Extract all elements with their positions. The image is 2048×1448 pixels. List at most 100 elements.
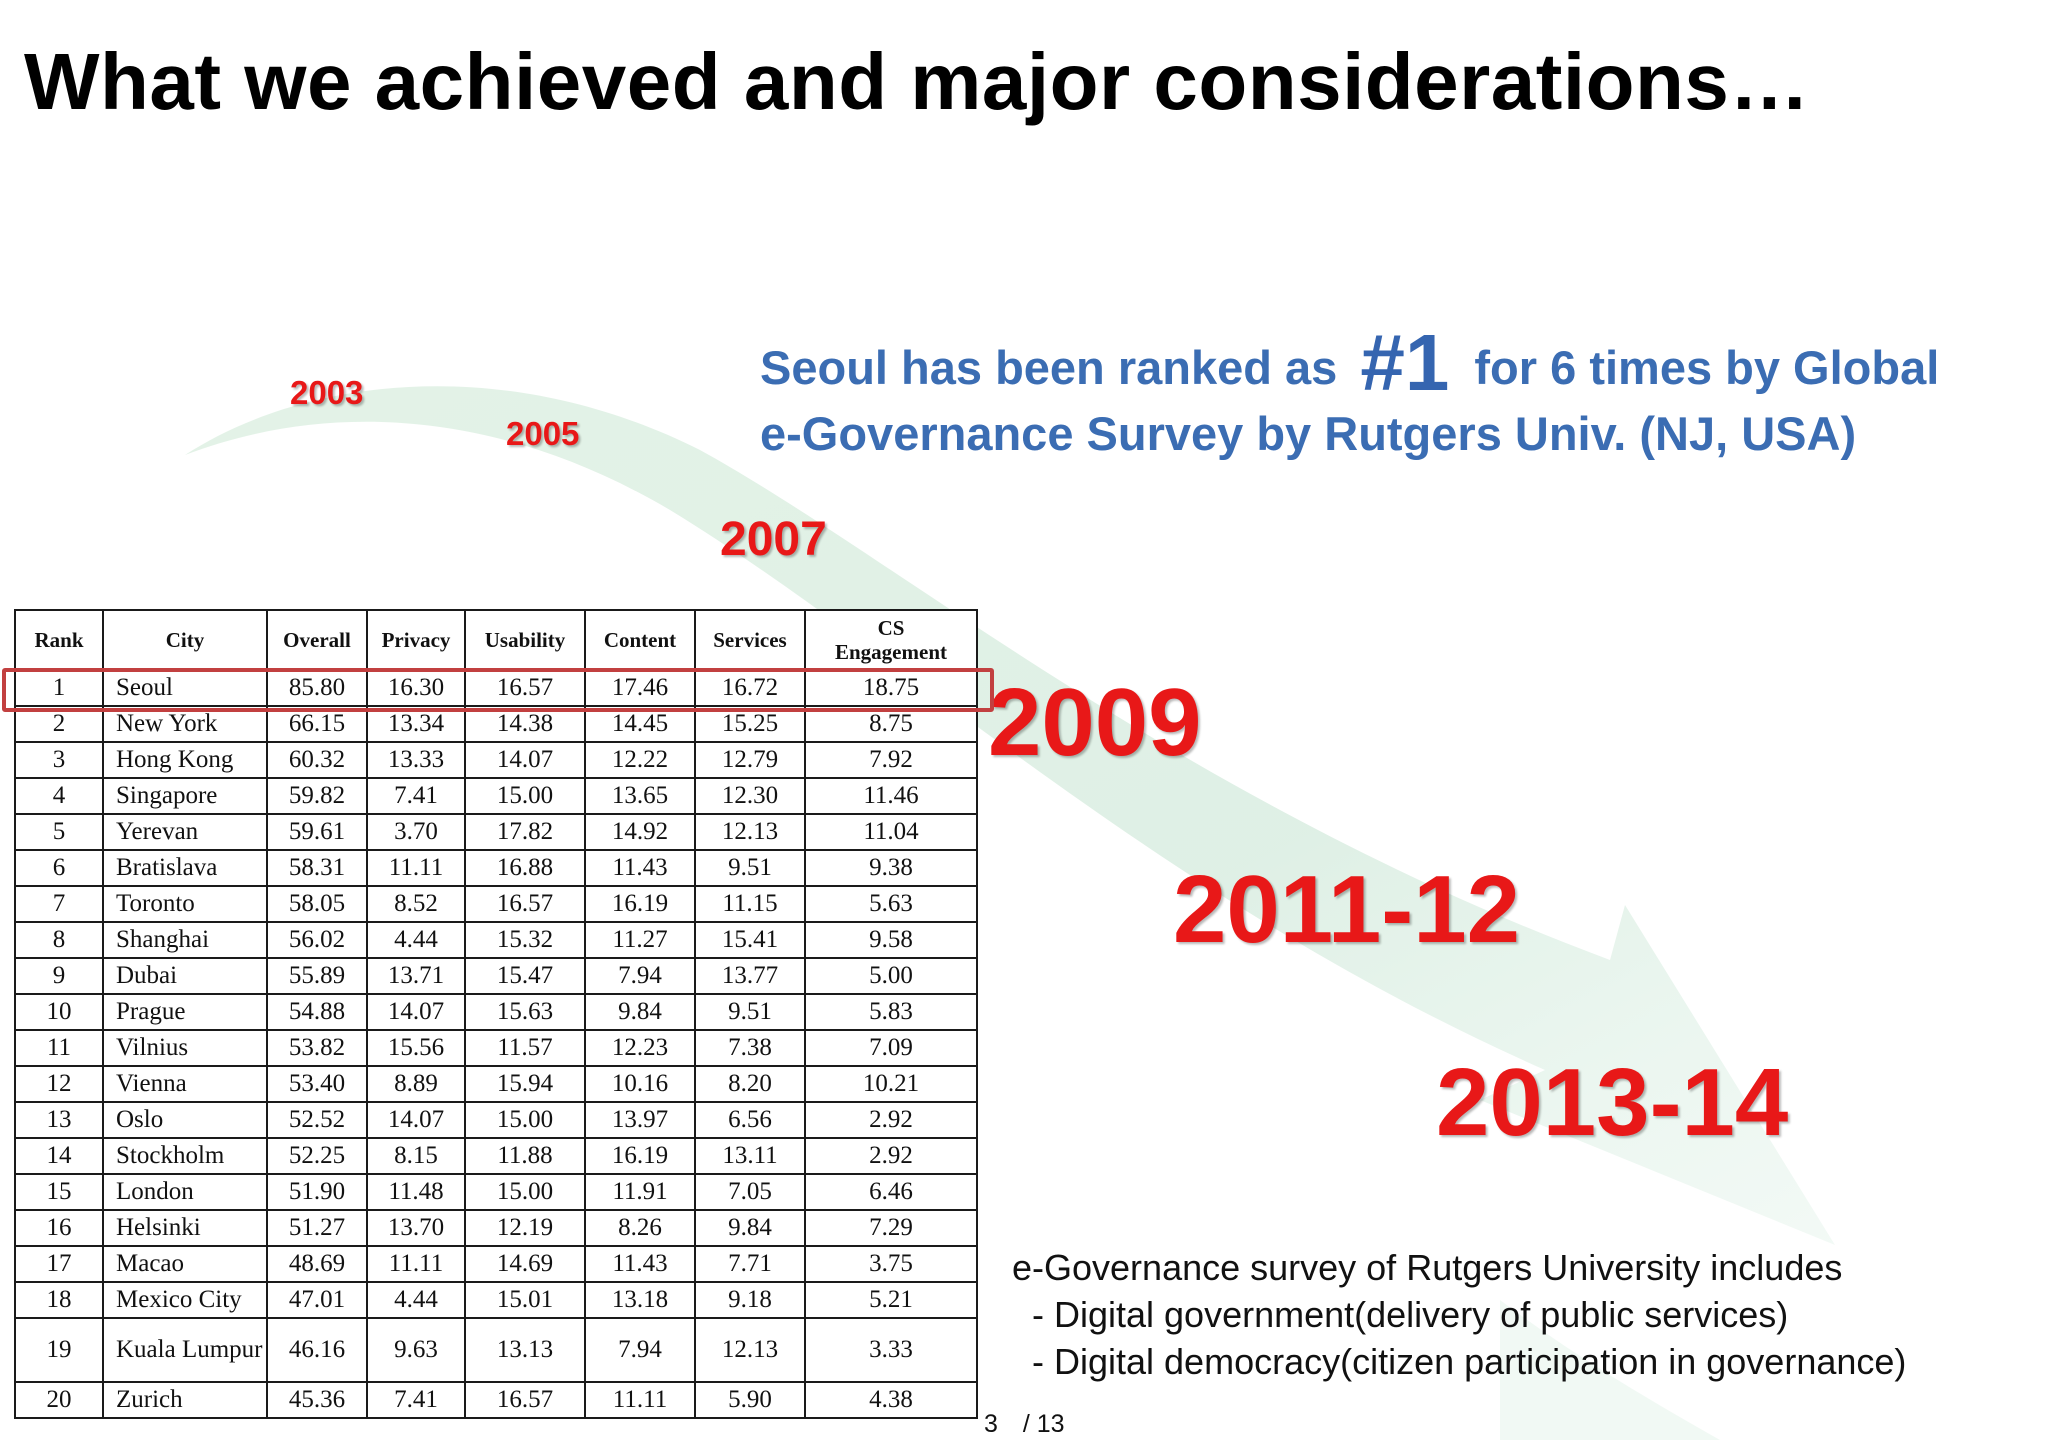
table-cell: 60.32	[266, 741, 368, 779]
table-cell: 14.69	[464, 1245, 586, 1283]
table-cell: 11.11	[584, 1381, 696, 1419]
table-cell: 4	[14, 777, 104, 815]
table-cell: 12.13	[694, 1317, 806, 1383]
table-row: 7 Toronto 58.05 8.52 16.57 16.19 11.15 5.63	[14, 885, 978, 923]
table-cell: 53.82	[266, 1029, 368, 1067]
table-cell: 14	[14, 1137, 104, 1175]
year-2009: 2009	[988, 669, 1202, 776]
table-cell: 51.90	[266, 1173, 368, 1211]
table-cell: 4.38	[804, 1381, 978, 1419]
table-cell: Kuala Lumpur	[102, 1317, 268, 1383]
table-cell: 9.51	[694, 849, 806, 887]
table-cell: 6.46	[804, 1173, 978, 1211]
column-header: CS Engagement	[804, 609, 978, 671]
table-cell: 18.75	[804, 669, 978, 707]
page-indicator: 3 / 13	[984, 1410, 1065, 1439]
note-line: - Digital democracy(citizen participatio…	[1012, 1341, 1907, 1382]
headline: Seoul has been ranked as #1 for 6 times …	[760, 323, 1939, 467]
table-cell: 3.33	[804, 1317, 978, 1383]
table-cell: 13.13	[464, 1317, 586, 1383]
table-cell: 15.56	[366, 1029, 466, 1067]
column-header: Content	[584, 609, 696, 671]
table-cell: 13.65	[584, 777, 696, 815]
table-row: 6 Bratislava 58.31 11.11 16.88 11.43 9.51 9.38	[14, 849, 978, 887]
table-cell: 13.97	[584, 1101, 696, 1139]
table-cell: 14.07	[366, 993, 466, 1031]
table-cell: 3.70	[366, 813, 466, 851]
table-cell: 20	[14, 1381, 104, 1419]
table-cell: 16.19	[584, 1137, 696, 1175]
table-cell: 12.79	[694, 741, 806, 779]
table-row: 8 Shanghai 56.02 4.44 15.32 11.27 15.41 9.58	[14, 921, 978, 959]
table-cell: Vienna	[102, 1065, 268, 1103]
table-cell: 2.92	[804, 1101, 978, 1139]
table-cell: 56.02	[266, 921, 368, 959]
table-row: 18 Mexico City 47.01 4.44 15.01 13.18 9.18 5.21	[14, 1281, 978, 1319]
page-current: 3	[984, 1410, 998, 1438]
table-body: 1 Seoul 85.80 16.30 16.57 17.46 16.72 18.75 2 New…	[14, 669, 978, 1419]
table-cell: 7	[14, 885, 104, 923]
year-2011-12: 2011-12	[1173, 856, 1521, 963]
table-cell: 15.94	[464, 1065, 586, 1103]
table-cell: 13.33	[366, 741, 466, 779]
table-row: 19 Kuala Lumpur 46.16 9.63 13.13 7.94 12.13 3.3…	[14, 1317, 978, 1383]
table-cell: Macao	[102, 1245, 268, 1283]
table-cell: 10.16	[584, 1065, 696, 1103]
table-row: 20 Zurich 45.36 7.41 16.57 11.11 5.90 4.38	[14, 1381, 978, 1419]
table-cell: Shanghai	[102, 921, 268, 959]
table-cell: 58.31	[266, 849, 368, 887]
table-cell: 7.05	[694, 1173, 806, 1211]
table-cell: 17.82	[464, 813, 586, 851]
table-cell: 7.38	[694, 1029, 806, 1067]
table-cell: 13.11	[694, 1137, 806, 1175]
table-cell: Seoul	[102, 669, 268, 707]
table-cell: 13.77	[694, 957, 806, 995]
table-cell: 55.89	[266, 957, 368, 995]
table-cell: 1	[14, 669, 104, 707]
table-cell: Singapore	[102, 777, 268, 815]
table-cell: 6.56	[694, 1101, 806, 1139]
table-cell: 16.88	[464, 849, 586, 887]
table-cell: 9.38	[804, 849, 978, 887]
table-cell: 15.00	[464, 1101, 586, 1139]
column-header: City	[102, 609, 268, 671]
table-cell: 45.36	[266, 1381, 368, 1419]
table-row: 16 Helsinki 51.27 13.70 12.19 8.26 9.84 7.29	[14, 1209, 978, 1247]
table-cell: 9.58	[804, 921, 978, 959]
table-cell: 12.23	[584, 1029, 696, 1067]
table-cell: 51.27	[266, 1209, 368, 1247]
table-cell: Prague	[102, 993, 268, 1031]
seoul-highlight-box	[2, 668, 994, 712]
headline-prefix: Seoul has been ranked as	[760, 341, 1338, 394]
table-cell: 16.57	[464, 885, 586, 923]
column-header: Usability	[464, 609, 586, 671]
slide-title: What we achieved and major consideration…	[24, 37, 1810, 126]
table-cell: 59.82	[266, 777, 368, 815]
table-cell: 17	[14, 1245, 104, 1283]
table-cell: 11.57	[464, 1029, 586, 1067]
table-cell: 11.27	[584, 921, 696, 959]
table-cell: 14.07	[464, 741, 586, 779]
table-cell: 7.92	[804, 741, 978, 779]
table-cell: 4.44	[366, 1281, 466, 1319]
table-cell: 7.94	[584, 957, 696, 995]
table-cell: 9.84	[694, 1209, 806, 1247]
table-cell: 15.00	[464, 777, 586, 815]
table-row: 12 Vienna 53.40 8.89 15.94 10.16 8.20 10.21	[14, 1065, 978, 1103]
table-cell: 13.18	[584, 1281, 696, 1319]
column-header: Overall	[266, 609, 368, 671]
table-row: 10 Prague 54.88 14.07 15.63 9.84 9.51 5.83	[14, 993, 978, 1031]
table-cell: 7.41	[366, 777, 466, 815]
year-2003: 2003	[290, 374, 364, 411]
table-cell: 15.63	[464, 993, 586, 1031]
table-cell: 54.88	[266, 993, 368, 1031]
table-cell: 11.04	[804, 813, 978, 851]
table-row: 4 Singapore 59.82 7.41 15.00 13.65 12.30 11.46	[14, 777, 978, 815]
table-cell: 14.07	[366, 1101, 466, 1139]
table-cell: 13.70	[366, 1209, 466, 1247]
table-cell: 5.00	[804, 957, 978, 995]
table-cell: 13	[14, 1101, 104, 1139]
table-cell: 8.26	[584, 1209, 696, 1247]
